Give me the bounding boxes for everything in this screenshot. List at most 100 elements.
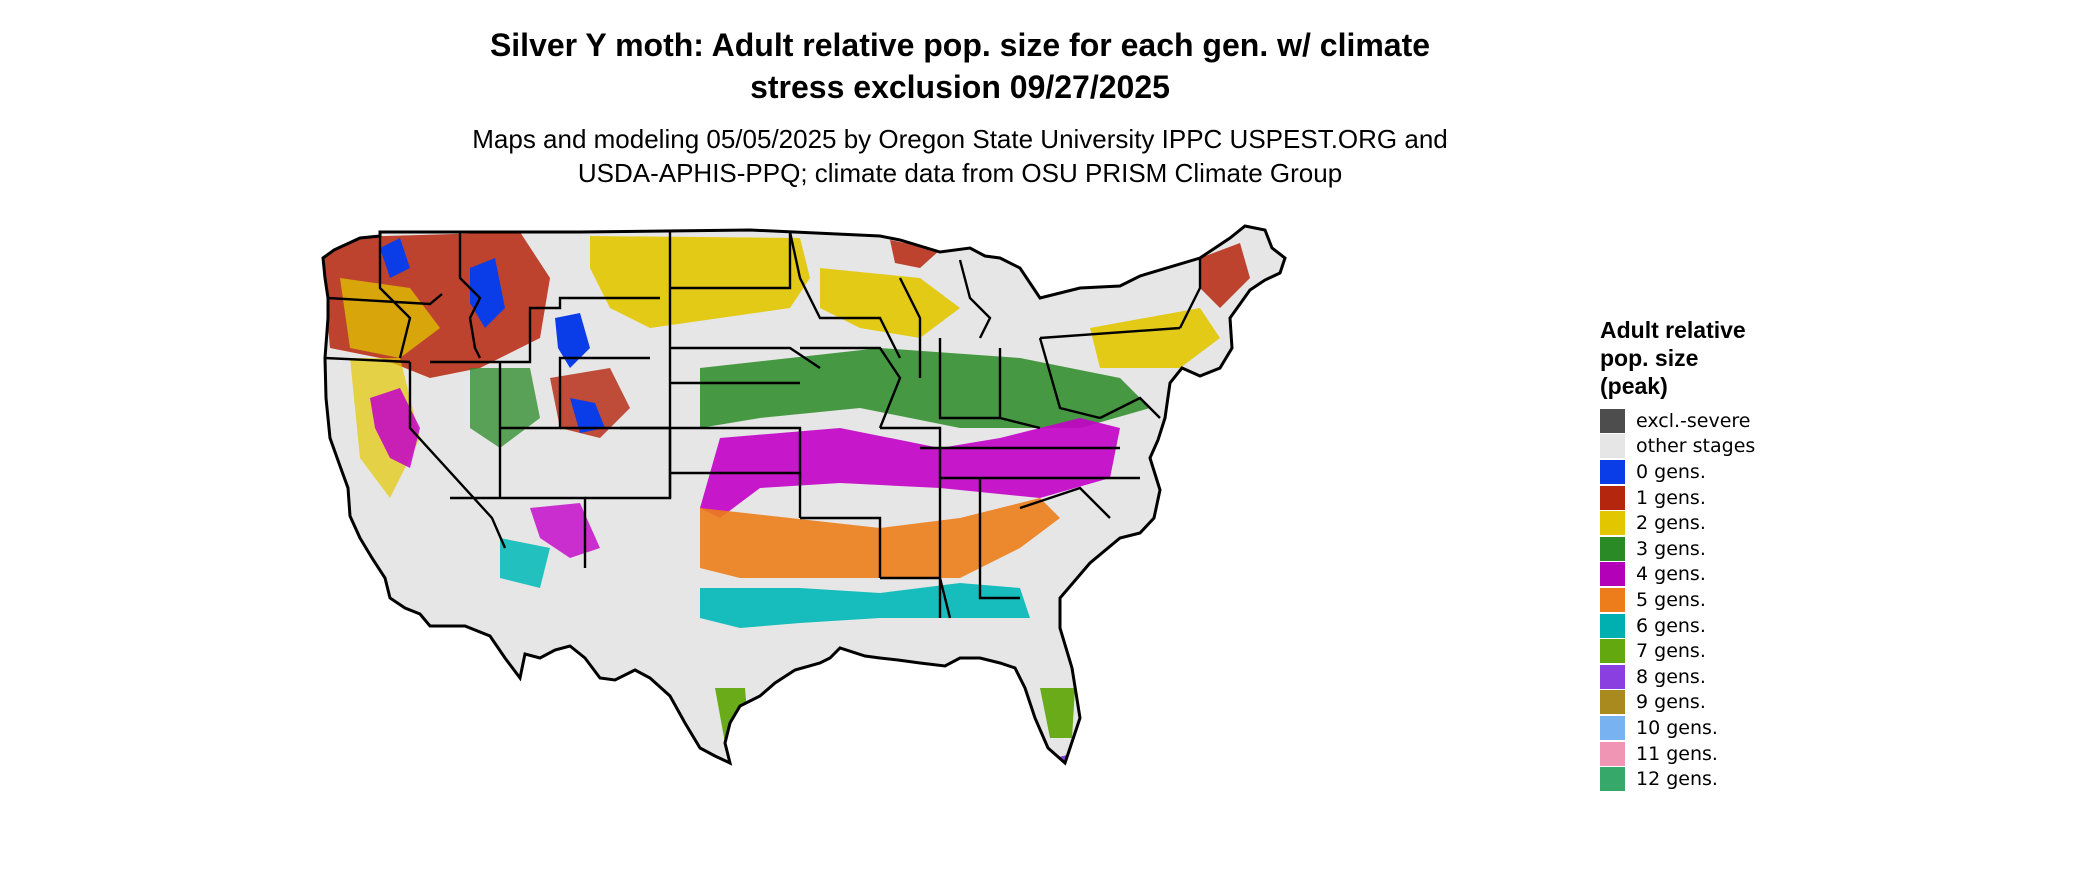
legend-item: 12 gens. bbox=[1600, 766, 1820, 792]
legend-title-line-3: (peak) bbox=[1600, 373, 1668, 399]
legend-swatch bbox=[1600, 434, 1625, 459]
border-sd-ne bbox=[670, 346, 821, 369]
legend-swatch bbox=[1600, 408, 1625, 433]
border-sc-nc bbox=[1019, 486, 1111, 519]
legend-item: 7 gens. bbox=[1600, 638, 1820, 664]
border-wa-or bbox=[327, 293, 443, 306]
legend-item: excl.-severe bbox=[1600, 408, 1820, 434]
border-ia-mo bbox=[800, 346, 902, 429]
zone-1gen-upper-michigan bbox=[890, 240, 940, 268]
us-map-svg bbox=[321, 224, 1287, 765]
legend-item: 11 gens. bbox=[1600, 741, 1820, 767]
legend-item: 1 gens. bbox=[1600, 485, 1820, 511]
legend-swatch bbox=[1600, 741, 1625, 766]
michigan-shore bbox=[958, 259, 992, 339]
legend-label: 0 gens. bbox=[1636, 460, 1706, 483]
border-nd-sd bbox=[670, 232, 792, 290]
border-ca-nv bbox=[408, 362, 507, 549]
legend-item: 3 gens. bbox=[1600, 536, 1820, 562]
legend-swatch bbox=[1600, 459, 1625, 484]
legend-item: 8 gens. bbox=[1600, 664, 1820, 690]
legend-title-line-2: pop. size bbox=[1600, 345, 1699, 371]
legend-swatch bbox=[1600, 715, 1625, 740]
legend-item: 6 gens. bbox=[1600, 613, 1820, 639]
border-va-md bbox=[1099, 396, 1161, 420]
zone-0gen-cascades bbox=[380, 238, 410, 278]
zone-2gen-north-plains bbox=[590, 236, 810, 328]
border-il-in bbox=[938, 338, 1000, 420]
map-subtitle: Maps and modeling 05/05/2025 by Oregon S… bbox=[380, 122, 1540, 190]
zone-6gen-gulf bbox=[700, 583, 1030, 628]
legend-swatch bbox=[1600, 767, 1625, 792]
legend-label: 2 gens. bbox=[1636, 512, 1706, 535]
border-vt-nh bbox=[1178, 258, 1202, 329]
subtitle-line-2: USDA-APHIS-PPQ; climate data from OSU PR… bbox=[577, 158, 1343, 188]
zone-3gen-central bbox=[700, 348, 1150, 428]
map-legend: Adult relative pop. size (peak) excl.-se… bbox=[1600, 316, 1820, 792]
legend-item: 5 gens. bbox=[1600, 587, 1820, 613]
legend-label: 10 gens. bbox=[1636, 716, 1718, 739]
legend-label: excl.-severe bbox=[1636, 409, 1751, 432]
legend-item: 10 gens. bbox=[1600, 715, 1820, 741]
legend-swatch bbox=[1600, 664, 1625, 689]
us-map bbox=[320, 218, 1580, 888]
legend-swatch bbox=[1600, 562, 1625, 587]
land-background bbox=[323, 226, 1285, 763]
legend-swatch bbox=[1600, 587, 1625, 612]
border-id-west bbox=[378, 232, 412, 359]
title-line-2: stress exclusion 09/27/2025 bbox=[750, 69, 1170, 105]
border-ok-tx bbox=[670, 471, 802, 518]
legend-swatch bbox=[1600, 690, 1625, 715]
legend-label: 4 gens. bbox=[1636, 563, 1706, 586]
legend-swatch bbox=[1600, 511, 1625, 536]
legend-swatch bbox=[1600, 485, 1625, 510]
legend-item: 9 gens. bbox=[1600, 690, 1820, 716]
border-ut-co bbox=[500, 356, 650, 430]
legend-item: other stages bbox=[1600, 434, 1820, 460]
legend-label: 3 gens. bbox=[1636, 537, 1706, 560]
border-or-ca bbox=[324, 356, 411, 364]
legend-label: 9 gens. bbox=[1636, 691, 1706, 714]
legend-label: other stages bbox=[1636, 435, 1756, 458]
zone-7gen-south-florida bbox=[1040, 688, 1075, 738]
border-wi-il bbox=[898, 277, 922, 378]
legend-label: 8 gens. bbox=[1636, 665, 1706, 688]
zone-1gen-maine bbox=[1200, 243, 1250, 308]
legend-swatch bbox=[1600, 639, 1625, 664]
border-in-oh bbox=[998, 348, 1041, 430]
zone-6gen-arizona bbox=[500, 538, 550, 588]
legend-item: 4 gens. bbox=[1600, 562, 1820, 588]
title-line-1: Silver Y moth: Adult relative pop. size … bbox=[489, 27, 1431, 63]
zone-0gen-wyoming bbox=[555, 313, 590, 368]
map-title: Silver Y moth: Adult relative pop. size … bbox=[380, 24, 1540, 108]
legend-title-line-1: Adult relative bbox=[1600, 317, 1746, 343]
zone-4gen-southwest bbox=[530, 503, 600, 558]
border-oh-pa bbox=[1038, 337, 1101, 420]
border-mo-ar bbox=[880, 426, 942, 498]
legend-label: 1 gens. bbox=[1636, 486, 1706, 509]
legend-item: 0 gens. bbox=[1600, 459, 1820, 485]
border-north-nv-ut-wy bbox=[430, 296, 660, 364]
zone-4gen-midsouth bbox=[700, 418, 1120, 518]
zone-2gen-oregon bbox=[340, 278, 440, 358]
zone-2gen-northeast bbox=[1090, 308, 1220, 368]
border-al-ga bbox=[978, 478, 1020, 600]
border-ny-pa bbox=[1039, 326, 1181, 340]
legend-item: 2 gens. bbox=[1600, 510, 1820, 536]
zone-0gen-idaho bbox=[470, 258, 505, 328]
legend-label: 7 gens. bbox=[1636, 640, 1706, 663]
zone-4gen-california-valley bbox=[370, 388, 420, 468]
legend-swatch bbox=[1600, 536, 1625, 561]
zone-0gen-colorado bbox=[570, 398, 605, 433]
legend-title: Adult relative pop. size (peak) bbox=[1600, 316, 1820, 400]
border-ar-la bbox=[800, 516, 882, 578]
legend-items: excl.-severe other stages 0 gens. 1 gens. 2 … bbox=[1600, 408, 1820, 792]
border-mn-ia bbox=[788, 231, 902, 359]
legend-label: 6 gens. bbox=[1636, 614, 1706, 637]
border-ks-ok bbox=[620, 426, 802, 478]
zone-2gen-great-lakes bbox=[820, 268, 960, 338]
legend-label: 12 gens. bbox=[1636, 768, 1718, 791]
state-borders bbox=[324, 231, 1202, 619]
legend-swatch bbox=[1600, 613, 1625, 638]
subtitle-line-1: Maps and modeling 05/05/2025 by Oregon S… bbox=[472, 124, 1448, 154]
